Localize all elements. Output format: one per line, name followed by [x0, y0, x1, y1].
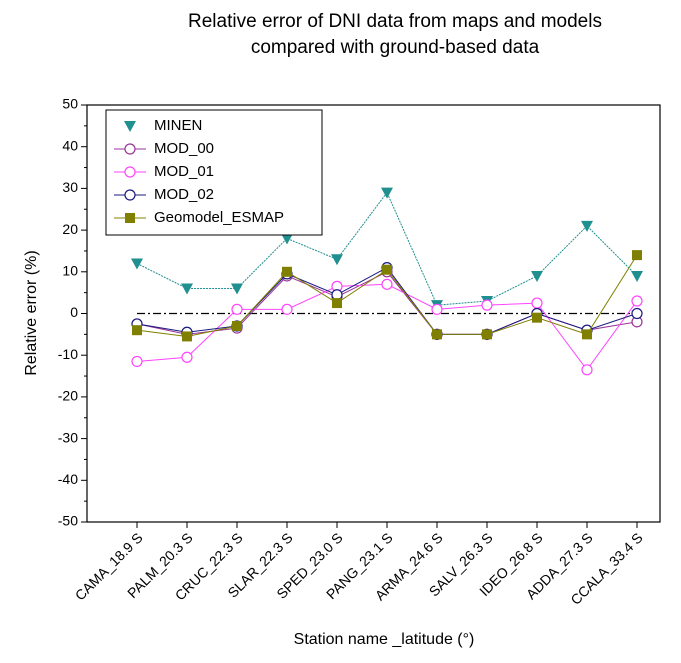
data-point: [531, 297, 543, 309]
y-tick-label: -30: [58, 429, 78, 445]
data-point: [331, 254, 343, 266]
data-point: [381, 187, 393, 199]
y-tick-label: 30: [62, 179, 78, 195]
series-line: [136, 191, 638, 306]
data-point: [631, 307, 643, 320]
data-point: [332, 298, 342, 309]
legend-marker: [124, 166, 136, 178]
series-line: [136, 283, 638, 371]
data-point: [481, 299, 493, 311]
data-point: [382, 264, 392, 275]
chart-title: Relative error of DNI data from maps and…: [188, 11, 602, 32]
data-point: [231, 283, 243, 295]
legend-marker: [124, 121, 136, 132]
y-tick-label: -10: [58, 346, 78, 362]
data-point: [532, 312, 542, 323]
data-point: [431, 303, 443, 315]
data-point: [482, 329, 492, 340]
data-point: [582, 329, 592, 340]
data-point: [281, 233, 293, 245]
y-tick-label: 40: [62, 137, 78, 153]
y-tick-label: 10: [62, 263, 78, 279]
data-point: [131, 258, 143, 270]
data-point: [182, 331, 192, 342]
y-tick-label: -20: [58, 388, 78, 404]
data-point: [631, 270, 643, 282]
data-point: [381, 278, 393, 290]
x-axis-label: Station name _latitude (°): [294, 631, 475, 648]
y-tick-label: 0: [70, 304, 78, 320]
data-point: [282, 266, 292, 277]
data-point: [132, 325, 142, 336]
data-point: [531, 270, 543, 282]
y-tick-label: -50: [58, 513, 78, 529]
legend-marker: [125, 213, 135, 223]
data-point: [581, 364, 593, 376]
data-point: [232, 321, 242, 332]
y-tick-label: 20: [62, 221, 78, 237]
legend-marker: [124, 189, 136, 201]
legend-marker: [124, 143, 136, 155]
data-point: [632, 250, 642, 261]
data-point: [281, 303, 293, 315]
data-point: [181, 351, 193, 363]
legend-label: MOD_00: [154, 140, 214, 157]
chart-title: compared with ground-based data: [251, 37, 540, 58]
data-point: [631, 295, 643, 307]
data-point: [131, 355, 143, 368]
data-point: [581, 220, 593, 232]
legend-label: MOD_01: [154, 163, 214, 180]
legend-label: Geomodel_ESMAP: [154, 209, 284, 226]
legend-label: MOD_02: [154, 186, 214, 203]
data-point: [181, 283, 193, 295]
y-axis-label: Relative error (%): [23, 250, 40, 375]
y-tick-label: -40: [58, 471, 78, 487]
data-point: [432, 329, 442, 340]
y-tick-label: 50: [62, 96, 78, 112]
legend-label: MINEN: [154, 117, 202, 134]
data-point: [231, 303, 243, 315]
series-line: [136, 266, 638, 335]
